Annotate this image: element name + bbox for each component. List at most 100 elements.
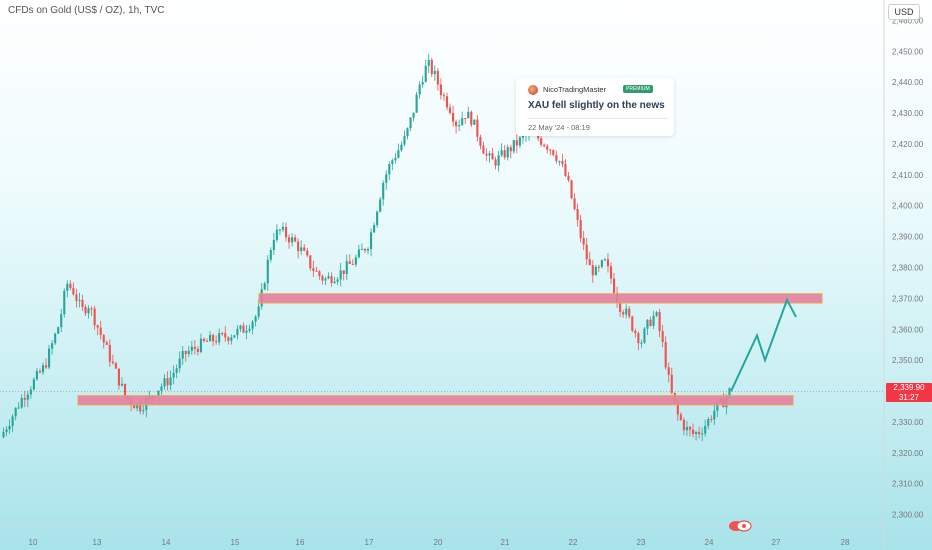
candle-body xyxy=(324,278,327,281)
candle-body xyxy=(105,342,108,345)
candle-body xyxy=(597,266,600,268)
candle-body xyxy=(412,112,415,118)
candle-body xyxy=(351,263,354,265)
candle-body xyxy=(84,306,87,314)
candle-body xyxy=(309,255,312,269)
candle-body xyxy=(716,402,719,411)
candle-body xyxy=(2,431,5,438)
candle-body xyxy=(187,350,190,355)
y-tick-label: 2,330.00 xyxy=(892,418,924,427)
candle-body xyxy=(72,288,75,295)
candle-body xyxy=(108,344,111,362)
candle-body xyxy=(470,111,473,125)
y-tick-label: 2,300.00 xyxy=(892,511,924,520)
candle-body xyxy=(44,365,48,368)
candle-body xyxy=(685,426,689,431)
candle-body xyxy=(418,84,421,95)
candle-body xyxy=(391,160,394,165)
candle-body xyxy=(251,321,254,329)
candle-body xyxy=(312,268,315,271)
candle-body xyxy=(269,250,272,260)
candle-body xyxy=(564,164,567,176)
candle-body xyxy=(51,343,54,349)
candle-body xyxy=(287,237,291,243)
candle-body xyxy=(436,70,439,85)
bar-countdown: 31:27 xyxy=(898,392,920,402)
candle-body xyxy=(433,70,436,75)
candle-body xyxy=(555,155,558,162)
candle-body xyxy=(184,351,187,355)
candle-body xyxy=(333,281,336,284)
tradingview-logo-icon[interactable] xyxy=(728,520,752,532)
candle-body xyxy=(394,157,397,161)
candle-body xyxy=(728,388,731,397)
x-tick-label: 28 xyxy=(841,538,850,547)
y-tick-label: 2,440.00 xyxy=(892,78,924,87)
candle-body xyxy=(233,335,236,338)
candle-body xyxy=(424,65,427,82)
last-price-tag: 2,339.90 31:27 xyxy=(886,383,932,402)
news-title[interactable]: XAU fell slightly on the news xyxy=(528,100,665,111)
candle-body xyxy=(257,306,260,317)
candle-body xyxy=(503,150,506,158)
y-tick-label: 2,310.00 xyxy=(892,480,924,489)
candle-body xyxy=(540,138,543,145)
candle-body xyxy=(275,229,278,241)
candle-body xyxy=(300,247,303,252)
candle-body xyxy=(78,299,81,301)
candle-body xyxy=(315,270,318,272)
candle-body xyxy=(17,407,20,409)
candle-body xyxy=(60,314,63,328)
candle-body xyxy=(679,414,682,420)
candle-body xyxy=(139,403,142,412)
candle-body xyxy=(363,249,367,251)
candle-body xyxy=(609,266,613,279)
candle-body xyxy=(221,333,224,335)
candle-body xyxy=(579,219,582,239)
candle-body xyxy=(576,209,579,220)
currency-badge[interactable]: USD xyxy=(888,4,920,20)
candle-body xyxy=(676,402,679,415)
candle-body xyxy=(373,225,376,233)
y-tick-label: 2,410.00 xyxy=(892,171,924,180)
x-tick-label: 16 xyxy=(296,538,305,547)
candle-body xyxy=(96,325,99,328)
candle-body xyxy=(284,226,288,238)
candle-body xyxy=(546,146,549,150)
news-author[interactable]: NicoTradingMaster xyxy=(543,85,607,94)
candle-body xyxy=(169,377,172,386)
candle-body xyxy=(345,261,348,275)
news-card[interactable]: NicoTradingMaster PREMIUM XAU fell sligh… xyxy=(516,78,674,136)
x-tick-label: 27 xyxy=(772,538,781,547)
candle-body xyxy=(266,259,269,284)
candle-body xyxy=(509,147,512,152)
author-avatar xyxy=(528,85,538,95)
candle-body xyxy=(701,433,704,435)
y-tick-label: 2,420.00 xyxy=(892,140,924,149)
candle-body xyxy=(588,259,591,266)
candle-body xyxy=(136,403,139,409)
candle-body xyxy=(318,271,321,277)
candle-body xyxy=(90,308,93,310)
candle-body xyxy=(8,425,11,430)
candle-body xyxy=(199,338,203,353)
x-tick-label: 15 xyxy=(231,538,240,547)
candle-body xyxy=(704,425,707,434)
candle-body xyxy=(230,337,233,341)
candle-body xyxy=(573,198,576,210)
candle-body xyxy=(591,265,594,276)
news-timestamp: 22 May '24 - 08:19 xyxy=(528,123,590,132)
candle-body xyxy=(600,260,603,267)
candle-body xyxy=(415,94,418,113)
candle-body xyxy=(667,367,670,375)
candle-body xyxy=(631,316,634,331)
candle-body xyxy=(388,164,391,175)
y-tick-label: 2,350.00 xyxy=(892,356,924,365)
candle-body xyxy=(354,257,357,265)
candle-body xyxy=(658,312,661,332)
y-tick-label: 2,400.00 xyxy=(892,202,924,211)
candle-body xyxy=(29,389,32,395)
candle-body xyxy=(23,397,26,400)
